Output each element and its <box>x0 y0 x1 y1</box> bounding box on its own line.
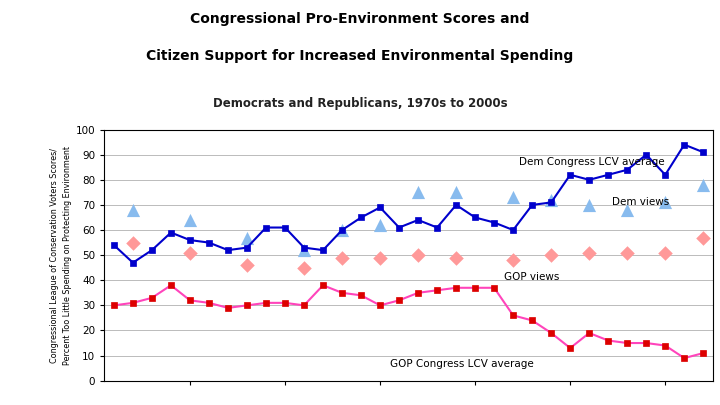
Point <box>184 217 196 223</box>
Text: Dem Congress LCV average: Dem Congress LCV average <box>519 157 665 167</box>
Point <box>546 197 557 203</box>
Point <box>413 252 424 258</box>
Text: GOP Congress LCV average: GOP Congress LCV average <box>390 359 534 369</box>
Text: Congressional Pro-Environment Scores and: Congressional Pro-Environment Scores and <box>190 12 530 26</box>
Point <box>546 252 557 258</box>
Point <box>451 189 462 196</box>
Point <box>336 227 348 233</box>
Point <box>508 194 519 200</box>
Point <box>374 222 386 228</box>
Point <box>413 189 424 196</box>
Point <box>241 262 253 269</box>
Point <box>241 234 253 241</box>
Point <box>698 181 709 188</box>
Y-axis label: Congressional League of Conservation Voters Scores/
Percent Too Little Spending : Congressional League of Conservation Vot… <box>50 146 71 364</box>
Point <box>127 207 139 213</box>
Text: Dem views: Dem views <box>612 197 670 207</box>
Point <box>184 249 196 256</box>
Text: Democrats and Republicans, 1970s to 2000s: Democrats and Republicans, 1970s to 2000… <box>212 97 508 110</box>
Point <box>298 264 310 271</box>
Point <box>621 249 633 256</box>
Text: GOP views: GOP views <box>504 272 559 282</box>
Point <box>660 199 671 206</box>
Point <box>298 247 310 254</box>
Point <box>508 257 519 263</box>
Point <box>621 207 633 213</box>
Point <box>336 254 348 261</box>
Point <box>583 202 595 208</box>
Point <box>127 239 139 246</box>
Point <box>451 254 462 261</box>
Point <box>374 254 386 261</box>
Text: Citizen Support for Increased Environmental Spending: Citizen Support for Increased Environmen… <box>146 49 574 63</box>
Point <box>583 249 595 256</box>
Point <box>660 249 671 256</box>
Point <box>698 234 709 241</box>
